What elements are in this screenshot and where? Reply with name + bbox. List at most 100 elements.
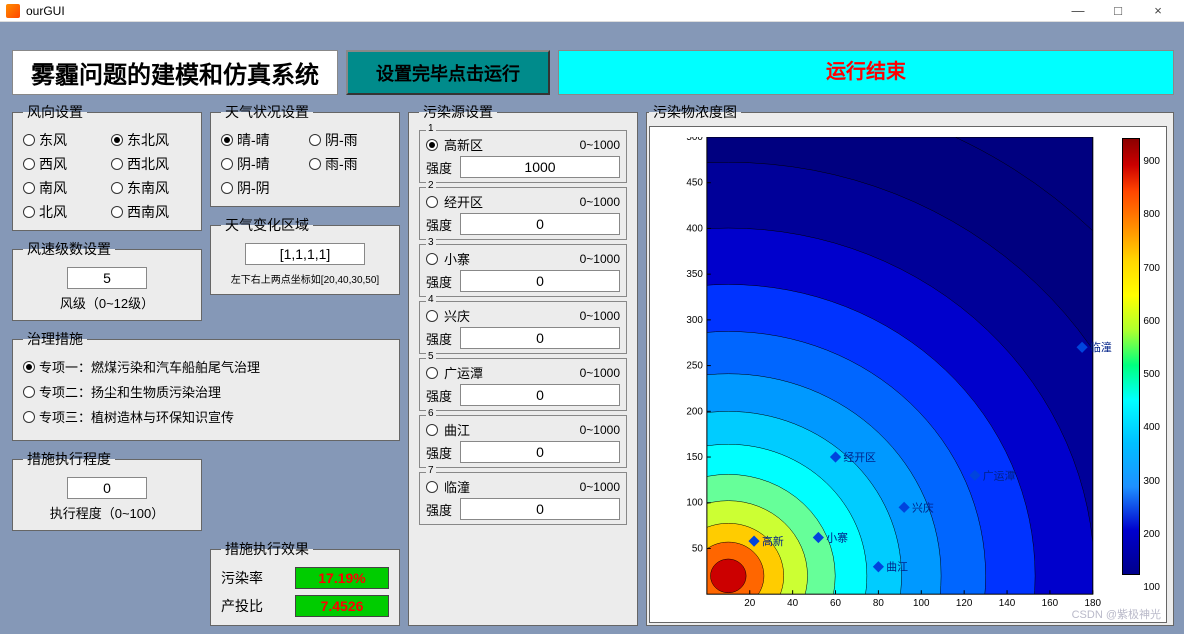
- intensity-label: 强度: [426, 158, 452, 177]
- wind-dir-option[interactable]: 东南风: [111, 178, 191, 198]
- wind-direction-group: 风向设置 东风东北风西风西北风南风东南风北风西南风: [12, 102, 202, 231]
- source-range: 0~1000: [580, 309, 620, 323]
- svg-text:高新: 高新: [762, 534, 784, 548]
- window-title: ourGUI: [26, 4, 65, 18]
- radio-icon: [23, 158, 35, 170]
- svg-text:140: 140: [999, 598, 1016, 609]
- svg-text:20: 20: [744, 598, 755, 609]
- colorbar: 900800700600500400300200100: [1122, 137, 1156, 612]
- maximize-button[interactable]: □: [1098, 3, 1138, 18]
- intensity-input[interactable]: 0: [460, 498, 620, 520]
- source-item: 2 经开区0~1000 强度0: [419, 187, 627, 240]
- radio-icon: [111, 134, 123, 146]
- wind-dir-option[interactable]: 东风: [23, 130, 103, 150]
- radio-icon: [23, 134, 35, 146]
- svg-text:100: 100: [913, 598, 930, 609]
- radio-icon: [23, 182, 35, 194]
- svg-text:400: 400: [686, 223, 703, 234]
- source-name: 兴庆: [444, 306, 470, 325]
- weather-area-legend: 天气变化区域: [221, 215, 313, 235]
- colorbar-tick: 700: [1143, 263, 1160, 274]
- wind-dir-option[interactable]: 西风: [23, 154, 103, 174]
- source-name: 临潼: [444, 477, 470, 496]
- weather-area-hint: 左下右上两点坐标如[20,40,30,50]: [221, 271, 389, 286]
- svg-text:经开区: 经开区: [843, 451, 876, 464]
- svg-text:160: 160: [1042, 598, 1059, 609]
- exec-level-caption: 执行程度（0~100）: [23, 503, 191, 522]
- sources-group: 污染源设置 1 高新区0~1000 强度10002 经开区0~1000 强度03…: [408, 102, 638, 626]
- contour-plot: 5010015020025030035040045050020406080100…: [656, 137, 1114, 612]
- weather-option[interactable]: 阴-雨: [309, 130, 389, 150]
- weather-option[interactable]: 晴-晴: [221, 130, 301, 150]
- intensity-input[interactable]: 0: [460, 384, 620, 406]
- treatment-group: 治理措施 专项一：燃煤污染和汽车船舶尾气治理专项二：扬尘和生物质污染治理专项三：…: [12, 329, 400, 441]
- radio-icon[interactable]: [426, 367, 438, 379]
- radio-icon[interactable]: [426, 139, 438, 151]
- svg-text:450: 450: [686, 178, 703, 189]
- svg-text:120: 120: [956, 598, 973, 609]
- minimize-button[interactable]: —: [1058, 3, 1098, 18]
- intensity-input[interactable]: 0: [460, 327, 620, 349]
- weather-option[interactable]: 阴-晴: [221, 154, 301, 174]
- wind-level-input[interactable]: 5: [67, 267, 147, 289]
- intensity-input[interactable]: 0: [460, 270, 620, 292]
- svg-text:小寨: 小寨: [826, 530, 848, 544]
- intensity-input[interactable]: 0: [460, 441, 620, 463]
- treatment-option[interactable]: 专项一：燃煤污染和汽车船舶尾气治理: [23, 357, 389, 376]
- radio-icon[interactable]: [426, 253, 438, 265]
- radio-icon: [221, 182, 233, 194]
- weather-area-input[interactable]: [1,1,1,1]: [245, 243, 365, 265]
- exec-effect-legend: 措施执行效果: [221, 539, 313, 559]
- wind-dir-option[interactable]: 南风: [23, 178, 103, 198]
- intensity-input[interactable]: 1000: [460, 156, 620, 178]
- radio-icon[interactable]: [426, 424, 438, 436]
- svg-text:临潼: 临潼: [1090, 340, 1112, 354]
- source-range: 0~1000: [580, 252, 620, 266]
- radio-icon: [221, 134, 233, 146]
- exec-level-legend: 措施执行程度: [23, 449, 115, 469]
- svg-text:100: 100: [686, 498, 703, 509]
- source-name: 高新区: [444, 135, 483, 154]
- radio-icon[interactable]: [426, 196, 438, 208]
- intensity-label: 强度: [426, 443, 452, 462]
- svg-text:80: 80: [873, 598, 884, 609]
- wind-dir-option[interactable]: 西南风: [111, 202, 191, 222]
- source-name: 曲江: [444, 420, 470, 439]
- radio-icon: [309, 158, 321, 170]
- wind-level-caption: 风级（0~12级）: [23, 293, 191, 312]
- colorbar-tick: 200: [1143, 529, 1160, 540]
- close-button[interactable]: ×: [1138, 3, 1178, 18]
- exec-level-group: 措施执行程度 0 执行程度（0~100）: [12, 449, 202, 531]
- intensity-input[interactable]: 0: [460, 213, 620, 235]
- intensity-label: 强度: [426, 386, 452, 405]
- status-end: 运行结束: [558, 50, 1174, 95]
- wind-dir-option[interactable]: 北风: [23, 202, 103, 222]
- wind-dir-option[interactable]: 西北风: [111, 154, 191, 174]
- chart-group: 污染物浓度图 501001502002503003504004505002040…: [646, 102, 1174, 626]
- effect-label: 产投比: [221, 596, 287, 616]
- run-button[interactable]: 设置完毕点击运行: [346, 50, 550, 95]
- source-name: 广运潭: [444, 363, 483, 382]
- radio-icon[interactable]: [426, 481, 438, 493]
- svg-text:150: 150: [686, 452, 703, 463]
- treatment-option[interactable]: 专项三：植树造林与环保知识宣传: [23, 407, 389, 426]
- app-title: 雾霾问题的建模和仿真系统: [12, 50, 338, 95]
- svg-text:200: 200: [686, 406, 703, 417]
- weather-option[interactable]: 雨-雨: [309, 154, 389, 174]
- source-item: 4 兴庆0~1000 强度0: [419, 301, 627, 354]
- weather-option[interactable]: 阴-阴: [221, 178, 301, 198]
- svg-text:60: 60: [830, 598, 841, 609]
- exec-level-input[interactable]: 0: [67, 477, 147, 499]
- colorbar-tick: 400: [1143, 422, 1160, 433]
- wind-direction-legend: 风向设置: [23, 102, 87, 122]
- radio-icon: [221, 158, 233, 170]
- sources-legend: 污染源设置: [419, 102, 497, 122]
- colorbar-tick: 800: [1143, 209, 1160, 220]
- radio-icon: [23, 361, 35, 373]
- source-range: 0~1000: [580, 195, 620, 209]
- intensity-label: 强度: [426, 500, 452, 519]
- treatment-option[interactable]: 专项二：扬尘和生物质污染治理: [23, 382, 389, 401]
- wind-dir-option[interactable]: 东北风: [111, 130, 191, 150]
- radio-icon[interactable]: [426, 310, 438, 322]
- source-range: 0~1000: [580, 423, 620, 437]
